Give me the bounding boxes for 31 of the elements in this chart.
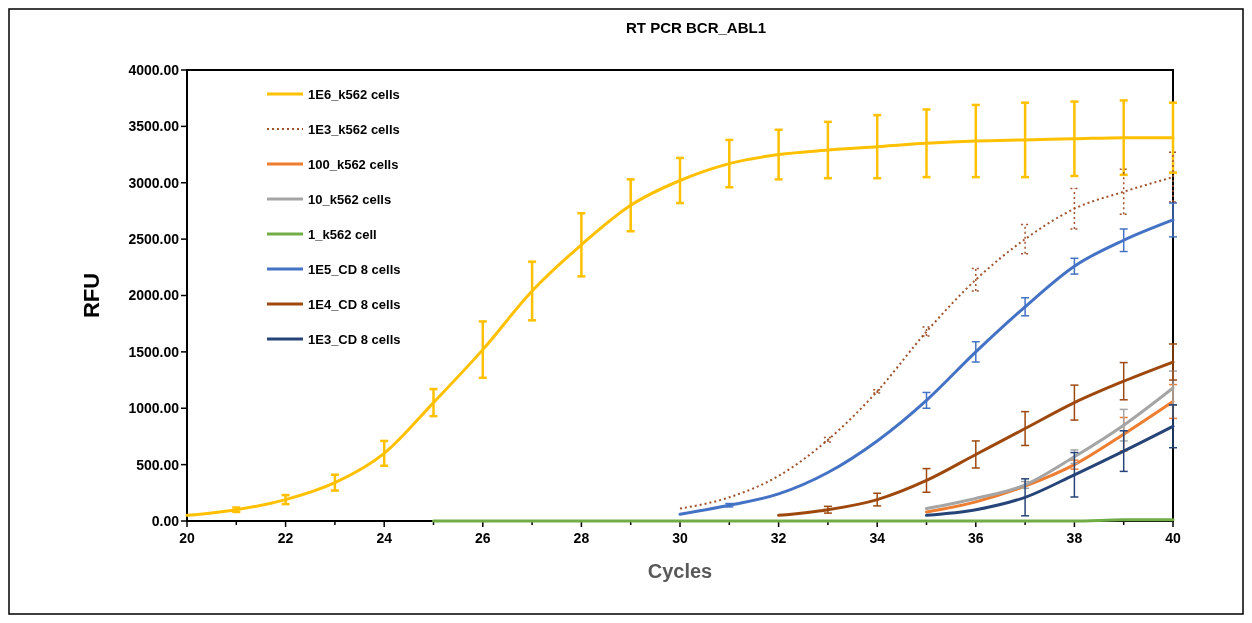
y-tick-label: 2000.00 <box>128 287 180 304</box>
y-tick-label: 2500.00 <box>128 231 180 248</box>
y-axis-title: RFU <box>79 272 104 319</box>
legend-label: 100_k562 cells <box>308 156 399 172</box>
legend-label: 1E3_CD 8 cells <box>308 331 401 347</box>
x-tick-label: 26 <box>475 530 491 546</box>
y-tick-label: 4000.00 <box>128 61 180 78</box>
y-tick-label: 0.00 <box>151 512 180 529</box>
y-tick-label: 500.00 <box>136 456 180 473</box>
legend-label: 1E3_k562 cells <box>308 121 400 137</box>
y-tick-label: 1000.00 <box>128 400 180 417</box>
y-tick-label: 3000.00 <box>128 174 180 191</box>
x-tick-label: 22 <box>277 530 294 546</box>
legend-label: 1E4_CD 8 cells <box>308 296 401 312</box>
x-tick-label: 38 <box>1066 530 1083 546</box>
legend-label: 10_k562 cells <box>308 191 392 207</box>
x-tick-label: 24 <box>376 530 393 546</box>
x-tick-label: 28 <box>573 530 590 546</box>
legend-label: 1E6_k562 cells <box>308 86 400 102</box>
x-tick-label: 40 <box>1165 530 1181 546</box>
x-tick-label: 30 <box>672 530 688 546</box>
x-tick-label: 32 <box>770 530 787 546</box>
y-tick-label: 1500.00 <box>128 343 180 360</box>
y-tick-label: 3500.00 <box>128 118 180 135</box>
x-tick-label: 20 <box>179 530 195 546</box>
chart-title: RT PCR BCR_ABL1 <box>625 19 767 36</box>
legend-label: 1_k562 cell <box>308 226 377 242</box>
legend-label: 1E5_CD 8 cells <box>308 261 401 277</box>
x-tick-label: 36 <box>968 530 984 546</box>
x-tick-label: 34 <box>869 530 886 546</box>
x-axis-title: Cycles <box>647 560 713 582</box>
